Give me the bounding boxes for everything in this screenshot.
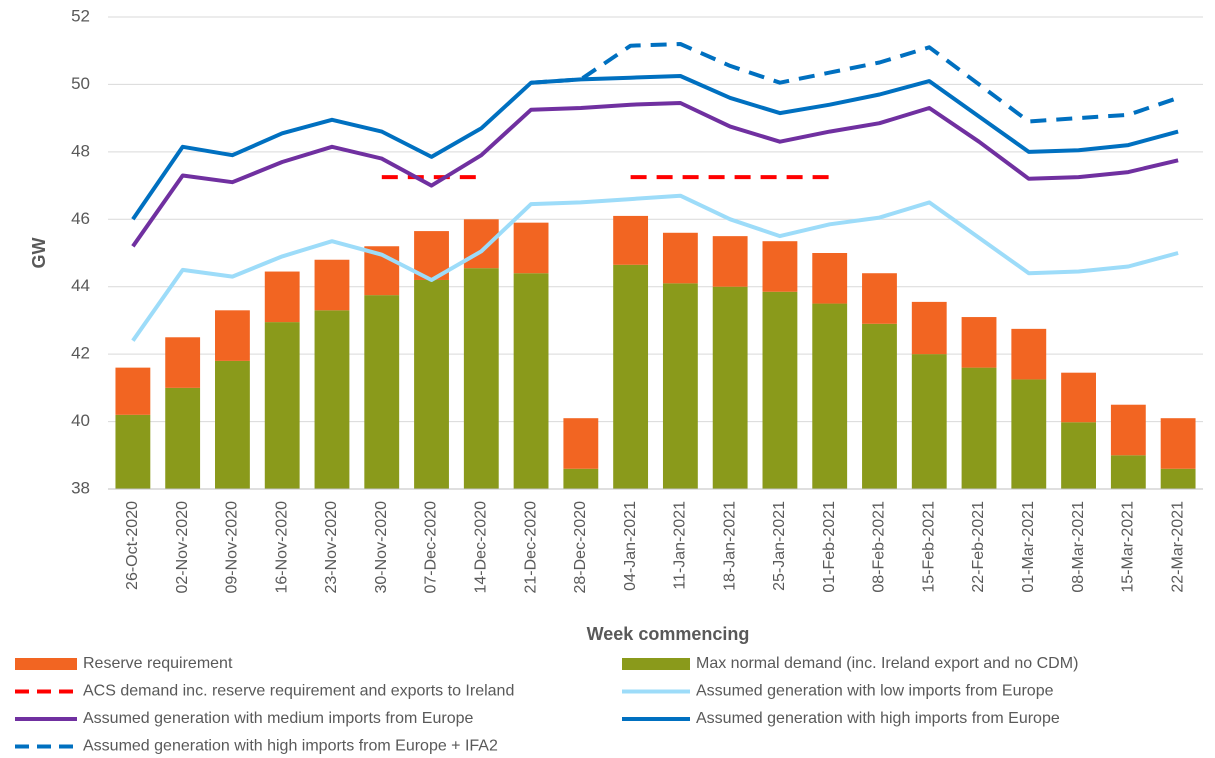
x-tick-label: 22-Mar-2021 bbox=[1169, 501, 1186, 593]
bar bbox=[513, 222, 549, 274]
bar bbox=[115, 367, 151, 415]
bar bbox=[1160, 468, 1196, 489]
legend-label: Assumed generation with high imports fro… bbox=[83, 738, 498, 755]
bar bbox=[215, 310, 250, 361]
y-tick-label: 46 bbox=[71, 209, 90, 228]
x-tick-label: 02-Nov-2020 bbox=[174, 501, 191, 594]
legend-label: Assumed generation with medium imports f… bbox=[83, 710, 473, 727]
x-tick-label: 18-Jan-2021 bbox=[721, 501, 738, 591]
legend-label: Assumed generation with low imports from… bbox=[696, 683, 1054, 700]
line bbox=[131, 101, 1179, 248]
y-tick-label: 52 bbox=[71, 6, 90, 25]
bar bbox=[662, 232, 698, 284]
bar bbox=[762, 291, 798, 489]
x-tick-label: 28-Dec-2020 bbox=[572, 501, 589, 594]
bar bbox=[613, 264, 649, 489]
bar bbox=[314, 259, 350, 311]
bar bbox=[215, 360, 250, 489]
x-tick-label: 14-Dec-2020 bbox=[473, 501, 490, 594]
bar bbox=[812, 253, 848, 304]
bar bbox=[563, 418, 599, 469]
x-tick-label: 01-Mar-2021 bbox=[1020, 501, 1037, 593]
x-tick-label: 30-Nov-2020 bbox=[373, 501, 390, 594]
x-tick-label: 21-Dec-2020 bbox=[522, 501, 539, 594]
bar bbox=[862, 273, 897, 324]
bar bbox=[712, 236, 748, 287]
bar bbox=[463, 219, 499, 269]
legend-swatch bbox=[15, 658, 77, 670]
bar bbox=[1061, 422, 1096, 489]
line bbox=[131, 193, 1179, 342]
x-tick-label: 26-Oct-2020 bbox=[124, 501, 141, 590]
bar bbox=[762, 241, 798, 292]
bar bbox=[662, 283, 698, 489]
bar bbox=[463, 268, 499, 489]
bar bbox=[513, 273, 549, 489]
bar bbox=[115, 414, 151, 489]
bar bbox=[264, 271, 300, 323]
bar bbox=[314, 310, 350, 489]
legend-label: Assumed generation with high imports fro… bbox=[696, 710, 1060, 727]
bar bbox=[1110, 455, 1146, 489]
legend-label: Max normal demand (inc. Ireland export a… bbox=[696, 655, 1078, 672]
bar bbox=[1011, 379, 1047, 489]
bar bbox=[165, 337, 201, 388]
x-tick-label: 07-Dec-2020 bbox=[423, 501, 440, 594]
line bbox=[530, 42, 1179, 124]
x-tick-label: 04-Jan-2021 bbox=[622, 501, 639, 591]
x-tick-label: 25-Jan-2021 bbox=[771, 501, 788, 591]
x-tick-label: 16-Nov-2020 bbox=[273, 501, 290, 594]
x-axis-title: Week commencing bbox=[587, 624, 750, 644]
bar bbox=[911, 354, 947, 489]
bar bbox=[165, 387, 201, 489]
legend-swatch bbox=[622, 658, 690, 670]
bar bbox=[1011, 328, 1047, 380]
line bbox=[131, 74, 1179, 221]
x-tick-label: 15-Mar-2021 bbox=[1120, 501, 1137, 593]
x-tick-label: 11-Jan-2021 bbox=[672, 501, 689, 590]
bar bbox=[1110, 404, 1146, 456]
bar bbox=[862, 323, 897, 489]
legend-label: ACS demand inc. reserve requirement and … bbox=[83, 683, 514, 700]
x-tick-label: 09-Nov-2020 bbox=[224, 501, 241, 594]
bar bbox=[563, 468, 599, 489]
y-tick-label: 40 bbox=[71, 411, 90, 430]
bar bbox=[364, 295, 400, 489]
bar bbox=[1160, 418, 1196, 469]
y-tick-label: 38 bbox=[71, 478, 90, 497]
y-tick-label: 44 bbox=[71, 276, 90, 295]
y-tick-label: 50 bbox=[71, 74, 90, 93]
y-tick-label: 42 bbox=[71, 344, 90, 363]
y-axis-title: GW bbox=[29, 237, 49, 268]
x-tick-label: 01-Feb-2021 bbox=[821, 501, 838, 593]
bar bbox=[911, 301, 947, 355]
bar bbox=[414, 279, 449, 489]
legend-label: Reserve requirement bbox=[83, 655, 233, 672]
x-tick-label: 08-Feb-2021 bbox=[871, 501, 888, 593]
bar bbox=[264, 322, 300, 489]
x-tick-label: 15-Feb-2021 bbox=[920, 501, 937, 593]
bar bbox=[613, 215, 649, 265]
y-tick-label: 48 bbox=[71, 141, 90, 160]
bar bbox=[712, 286, 748, 489]
x-tick-label: 23-Nov-2020 bbox=[323, 501, 340, 594]
bar bbox=[812, 303, 848, 489]
bar bbox=[1061, 372, 1096, 423]
x-tick-label: 22-Feb-2021 bbox=[970, 501, 987, 593]
bar bbox=[961, 317, 997, 368]
x-tick-label: 08-Mar-2021 bbox=[1070, 501, 1087, 593]
bar bbox=[961, 367, 997, 489]
